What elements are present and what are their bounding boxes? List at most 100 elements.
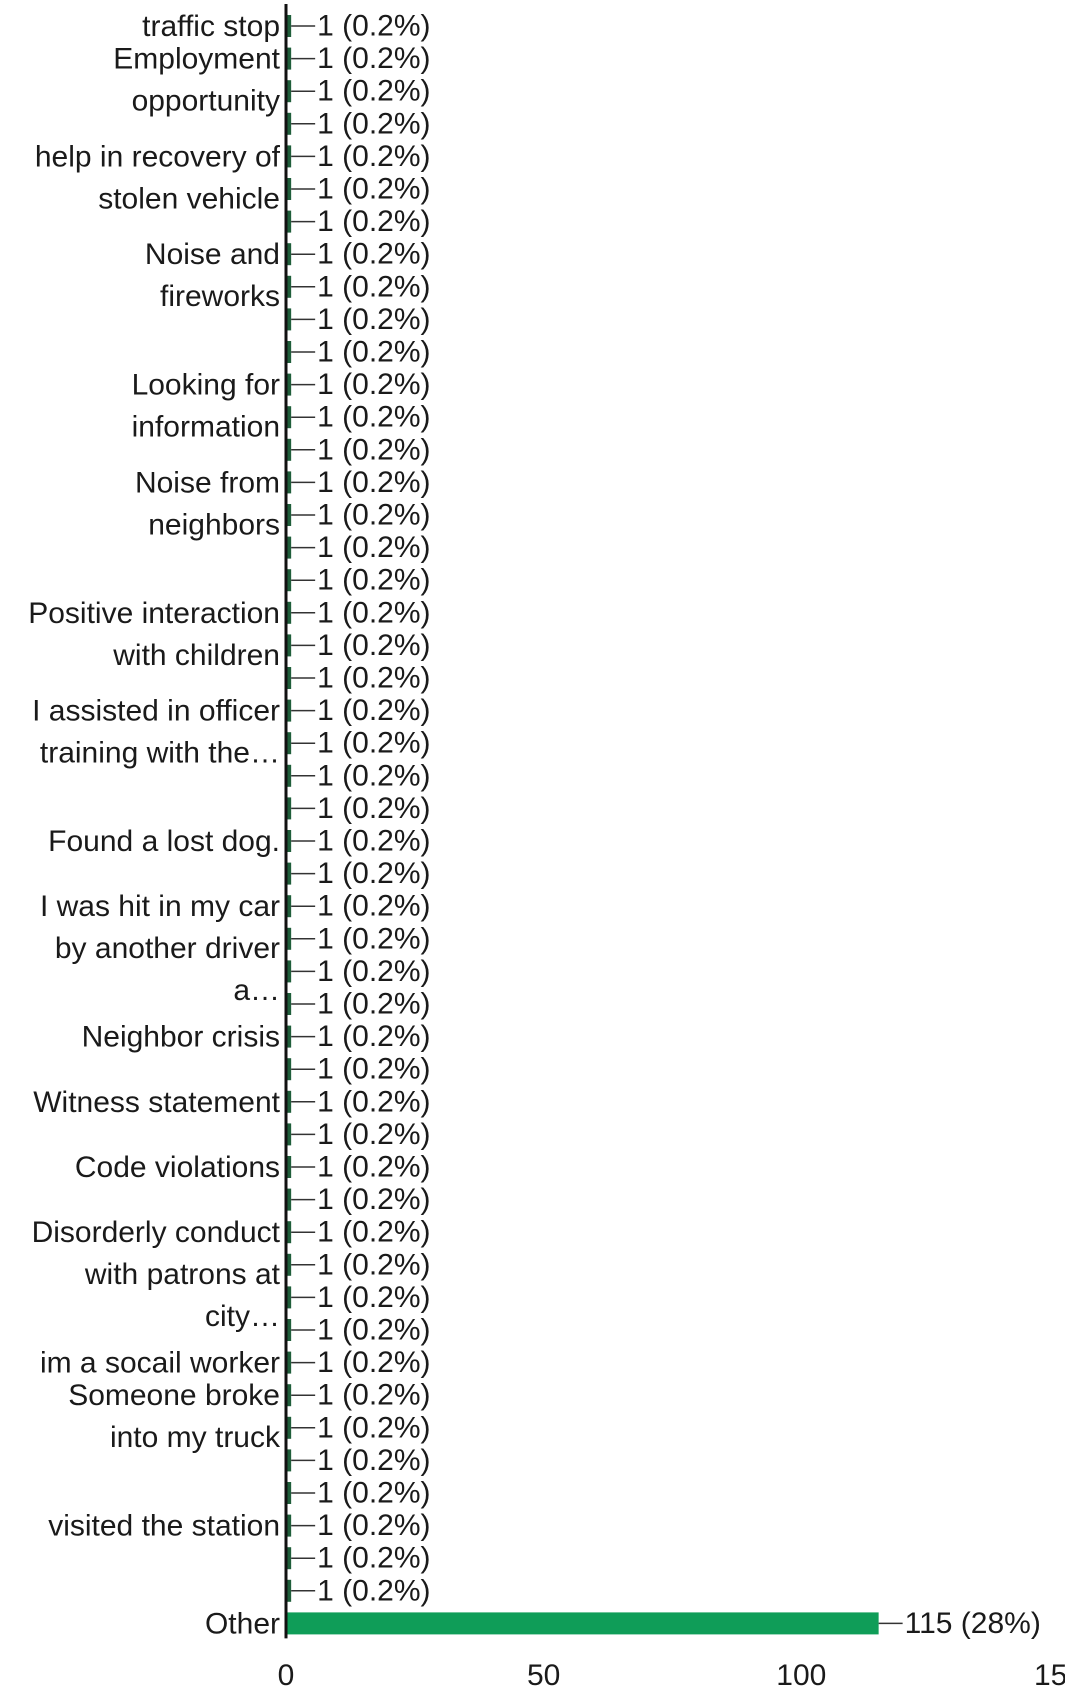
value-label: 1 (0.2%) — [317, 238, 430, 271]
value-label: 1 (0.2%) — [317, 759, 430, 792]
bar — [286, 797, 292, 820]
axis-layer: 0 50 100 150 — [278, 4, 1065, 1692]
bar — [286, 373, 292, 396]
bar — [286, 699, 292, 722]
category-label: Noise from neighbors — [135, 466, 280, 541]
bar — [286, 341, 292, 363]
bar — [286, 210, 292, 233]
value-label: 1 (0.2%) — [317, 1314, 430, 1347]
value-label: 1 (0.2%) — [317, 401, 430, 434]
value-label: 1 (0.2%) — [317, 270, 430, 303]
bar — [286, 960, 292, 983]
bar — [286, 438, 292, 461]
bar — [286, 80, 292, 103]
value-label: 1 (0.2%) — [317, 1477, 430, 1510]
value-label: 1 (0.2%) — [317, 1248, 430, 1281]
x-tick-label: 50 — [527, 1659, 560, 1692]
value-label: 1 (0.2%) — [317, 1542, 430, 1575]
category-label: Someone broke into my truck — [68, 1379, 281, 1454]
bar — [286, 1449, 292, 1472]
category-label: help in recovery of stolen vehicle — [35, 140, 281, 215]
value-label: 1 (0.2%) — [317, 531, 430, 564]
category-label: Other — [205, 1607, 280, 1640]
bar — [286, 406, 292, 429]
bar — [286, 1547, 292, 1570]
value-label: 1 (0.2%) — [317, 433, 430, 466]
bar — [286, 601, 292, 624]
bar — [286, 1090, 292, 1113]
value-label: 1 (0.2%) — [317, 694, 430, 727]
category-label: traffic stop — [142, 10, 280, 43]
value-label: 1 (0.2%) — [317, 1085, 430, 1118]
category-label: Noise and fireworks — [145, 238, 280, 313]
bar — [286, 1514, 292, 1537]
value-label: 1 (0.2%) — [317, 988, 430, 1021]
value-label: 1 (0.2%) — [317, 1183, 430, 1216]
bar — [286, 275, 292, 298]
category-label: Neighbor crisis — [82, 1020, 280, 1053]
value-label: 1 (0.2%) — [317, 857, 430, 890]
bar — [286, 308, 292, 331]
category-label: Employment opportunity — [113, 42, 280, 117]
value-label: 1 (0.2%) — [317, 466, 430, 499]
value-label: 1 (0.2%) — [317, 75, 430, 108]
value-label: 1 (0.2%) — [317, 499, 430, 532]
bar — [286, 1123, 292, 1146]
value-label: 1 (0.2%) — [317, 955, 430, 988]
value-label: 1 (0.2%) — [317, 825, 430, 858]
bar — [286, 1025, 292, 1048]
value-label: 1 (0.2%) — [317, 1151, 430, 1184]
bar — [286, 1058, 292, 1081]
value-label: 1 (0.2%) — [317, 336, 430, 369]
category-label: Positive interaction with children — [28, 596, 280, 671]
category-label: im a socail worker — [40, 1346, 280, 1379]
value-label: 1 (0.2%) — [317, 140, 430, 173]
bar — [286, 178, 292, 200]
bar — [286, 569, 292, 592]
bar — [286, 471, 292, 494]
category-label: visited the station — [48, 1509, 280, 1542]
value-labels-layer: 1 (0.2%)1 (0.2%)1 (0.2%)1 (0.2%)1 (0.2%)… — [291, 10, 1041, 1640]
value-label: 1 (0.2%) — [317, 42, 430, 75]
value-label: 1 (0.2%) — [317, 1053, 430, 1086]
bar — [286, 1253, 292, 1276]
value-label: 1 (0.2%) — [317, 564, 430, 597]
bar — [286, 1482, 292, 1504]
value-label: 1 (0.2%) — [317, 596, 430, 629]
value-label: 1 (0.2%) — [317, 303, 430, 336]
value-label: 1 (0.2%) — [317, 107, 430, 140]
value-label: 1 (0.2%) — [317, 1574, 430, 1607]
bar — [286, 1612, 879, 1635]
bar — [286, 1416, 292, 1439]
category-label: Witness statement — [33, 1085, 280, 1118]
value-label: 1 (0.2%) — [317, 792, 430, 825]
bar — [286, 667, 292, 689]
bar — [286, 1156, 292, 1178]
value-label: 1 (0.2%) — [317, 1346, 430, 1379]
bar — [286, 112, 292, 135]
value-label: 1 (0.2%) — [317, 727, 430, 760]
bar — [286, 243, 292, 266]
value-label: 1 (0.2%) — [317, 1379, 430, 1412]
value-label: 1 (0.2%) — [317, 1411, 430, 1444]
value-label: 1 (0.2%) — [317, 1509, 430, 1542]
bar — [286, 15, 292, 37]
value-label: 1 (0.2%) — [317, 922, 430, 955]
x-tick-label: 150 — [1034, 1659, 1065, 1692]
category-label: Looking for information — [132, 368, 280, 443]
bar — [286, 993, 292, 1015]
bar — [286, 1384, 292, 1407]
value-label: 1 (0.2%) — [317, 629, 430, 662]
bars-layer — [286, 15, 879, 1635]
value-label: 1 (0.2%) — [317, 368, 430, 401]
bar — [286, 830, 292, 852]
value-label: 1 (0.2%) — [317, 10, 430, 43]
value-label: 1 (0.2%) — [317, 890, 430, 923]
bar — [286, 764, 292, 787]
bar — [286, 1579, 292, 1602]
value-label: 1 (0.2%) — [317, 173, 430, 206]
bar — [286, 927, 292, 950]
value-label: 115 (28%) — [905, 1607, 1041, 1640]
